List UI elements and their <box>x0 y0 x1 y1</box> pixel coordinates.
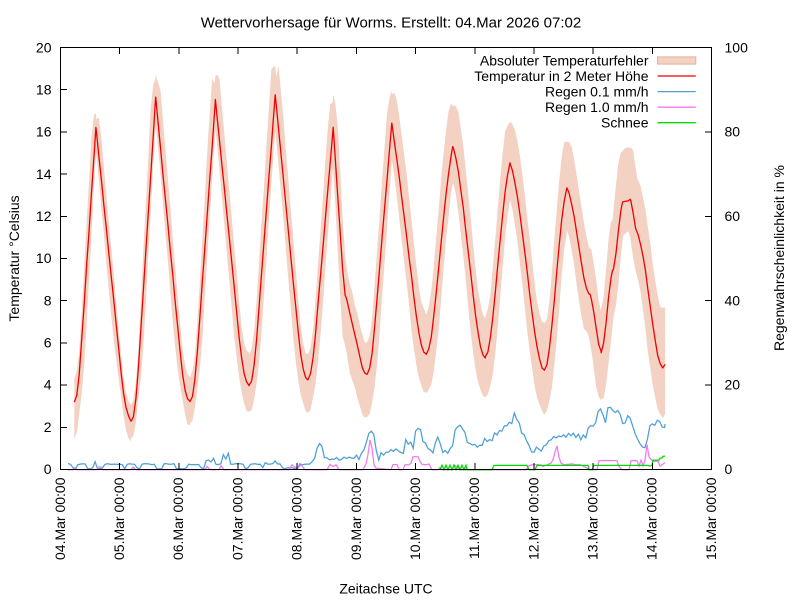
svg-text:04.Mar 00:00: 04.Mar 00:00 <box>52 477 68 560</box>
svg-text:08.Mar 00:00: 08.Mar 00:00 <box>289 477 305 560</box>
svg-text:Regen 0.1 mm/h: Regen 0.1 mm/h <box>545 84 649 100</box>
svg-text:Schnee: Schnee <box>601 115 649 131</box>
svg-text:Temperatur in 2 Meter Höhe: Temperatur in 2 Meter Höhe <box>474 68 649 84</box>
svg-text:20: 20 <box>725 377 741 393</box>
svg-text:07.Mar 00:00: 07.Mar 00:00 <box>229 477 245 560</box>
svg-text:Zeitachse UTC: Zeitachse UTC <box>339 581 432 597</box>
svg-text:10.Mar 00:00: 10.Mar 00:00 <box>407 477 423 560</box>
svg-text:10: 10 <box>36 250 52 266</box>
svg-text:Regen 1.0 mm/h: Regen 1.0 mm/h <box>545 99 649 115</box>
svg-text:100: 100 <box>725 39 749 55</box>
svg-text:12.Mar 00:00: 12.Mar 00:00 <box>525 477 541 560</box>
svg-text:11.Mar 00:00: 11.Mar 00:00 <box>466 477 482 559</box>
svg-text:60: 60 <box>725 208 741 224</box>
svg-text:8: 8 <box>44 292 52 308</box>
svg-text:14: 14 <box>36 166 52 182</box>
svg-text:18: 18 <box>36 82 52 98</box>
svg-text:16: 16 <box>36 124 52 140</box>
svg-text:0: 0 <box>44 461 52 477</box>
svg-text:06.Mar 00:00: 06.Mar 00:00 <box>170 477 186 560</box>
svg-text:20: 20 <box>36 39 52 55</box>
svg-text:13.Mar 00:00: 13.Mar 00:00 <box>585 477 601 560</box>
svg-text:09.Mar 00:00: 09.Mar 00:00 <box>348 477 364 560</box>
svg-text:15.Mar 00:00: 15.Mar 00:00 <box>703 477 719 560</box>
svg-text:05.Mar 00:00: 05.Mar 00:00 <box>111 477 127 560</box>
svg-text:6: 6 <box>44 335 52 351</box>
svg-text:4: 4 <box>44 377 52 393</box>
svg-text:Regenwahrscheinlichkeit in %: Regenwahrscheinlichkeit in % <box>771 165 787 351</box>
svg-text:12: 12 <box>36 208 52 224</box>
svg-text:2: 2 <box>44 419 52 435</box>
svg-text:Temperatur °Celsius: Temperatur °Celsius <box>6 195 22 321</box>
svg-text:Wettervorhersage für Worms. Er: Wettervorhersage für Worms. Erstellt: 04… <box>201 15 581 32</box>
svg-text:14.Mar 00:00: 14.Mar 00:00 <box>644 477 660 560</box>
svg-text:40: 40 <box>725 292 741 308</box>
svg-text:0: 0 <box>725 461 733 477</box>
svg-text:80: 80 <box>725 124 741 140</box>
svg-text:Absoluter Temperaturfehler: Absoluter Temperaturfehler <box>480 53 649 69</box>
